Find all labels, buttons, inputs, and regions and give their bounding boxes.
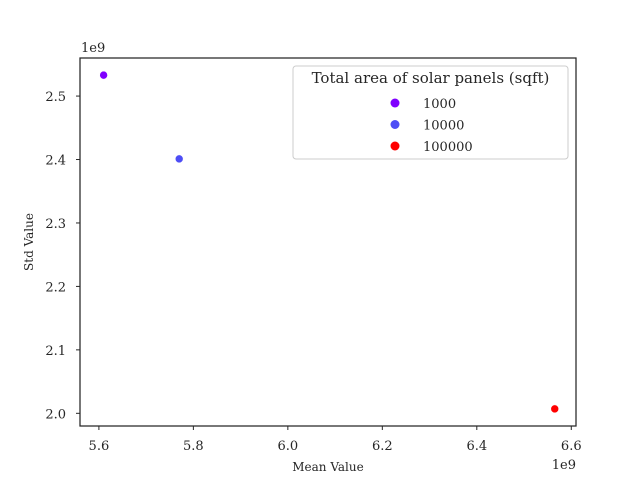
- y-tick-label: 2.5: [45, 90, 66, 105]
- x-tick-label: 6.6: [561, 439, 582, 454]
- data-point-100000: [550, 404, 560, 414]
- x-tick-label: 6.2: [372, 439, 393, 454]
- x-axis-label: Mean Value: [292, 460, 363, 474]
- y-tick-label: 2.2: [45, 280, 66, 295]
- legend-items: 1000 10000 100000: [390, 97, 473, 155]
- y-tick-label: 2.1: [45, 344, 66, 359]
- legend-label-10000: 10000: [423, 119, 464, 134]
- x-tick-label: 6.4: [466, 439, 487, 454]
- legend-marker-100000: [390, 141, 400, 151]
- data-point-10000: [174, 154, 184, 164]
- legend-title: Total area of solar panels (sqft): [312, 69, 550, 87]
- data-points: [99, 70, 560, 414]
- data-point-1000: [99, 70, 108, 80]
- y-axis-label: Std Value: [22, 213, 36, 271]
- y-tick-group: 2.0 2.1 2.2 2.3 2.4 2.5: [45, 90, 80, 422]
- x-tick-label: 5.8: [183, 439, 204, 454]
- x-offset-label: 1e9: [552, 458, 576, 473]
- legend-label-100000: 100000: [423, 140, 473, 155]
- x-tick-label: 6.0: [278, 439, 299, 454]
- y-offset-label: 1e9: [81, 41, 105, 56]
- plot-frame: [79, 57, 577, 427]
- y-tick-label: 2.0: [45, 407, 66, 422]
- x-tick-label: 5.6: [89, 439, 110, 454]
- legend-marker-10000: [390, 120, 400, 129]
- legend-label-1000: 1000: [423, 97, 456, 112]
- legend-box: [292, 65, 569, 160]
- y-tick-label: 2.3: [45, 217, 66, 232]
- y-tick-label: 2.4: [45, 154, 66, 169]
- legend-marker-1000: [390, 98, 400, 108]
- x-tick-group: 5.6 5.8 6.0 6.2 6.4 6.6: [89, 426, 582, 454]
- legend: Total area of solar panels (sqft) 100010…: [292, 65, 569, 160]
